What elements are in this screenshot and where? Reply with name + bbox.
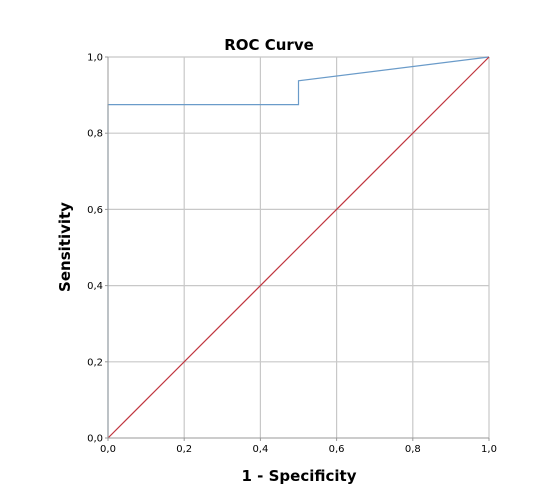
y-axis-label: Sensitivity — [56, 202, 74, 292]
reference-diagonal-line — [107, 56, 490, 439]
x-tick-label: 0,4 — [252, 444, 268, 455]
x-tick-label: 0,0 — [100, 444, 116, 455]
axes — [105, 56, 490, 441]
y-tick-label: 0,0 — [87, 434, 103, 445]
y-tick-label: 1,0 — [87, 53, 103, 64]
tick-labels: 0,0 0,2 0,4 0,6 0,8 1,0 0,0 0,2 0,4 0,6 0,8 1,0 — [87, 53, 497, 456]
x-tick-label: 0,8 — [405, 444, 421, 455]
y-tick-label: 0,4 — [87, 281, 103, 292]
y-tick-label: 0,6 — [87, 205, 103, 216]
x-tick-label: 0,2 — [176, 444, 192, 455]
grid — [108, 56, 490, 438]
y-tick-label: 0,8 — [87, 129, 103, 140]
series-layer — [107, 56, 490, 439]
x-tick-label: 1,0 — [481, 444, 497, 455]
x-tick-label: 0,6 — [329, 444, 345, 455]
chart-title: ROC Curve — [224, 36, 314, 54]
x-axis-label: 1 - Specificity — [242, 467, 357, 485]
y-tick-label: 0,2 — [87, 357, 103, 368]
